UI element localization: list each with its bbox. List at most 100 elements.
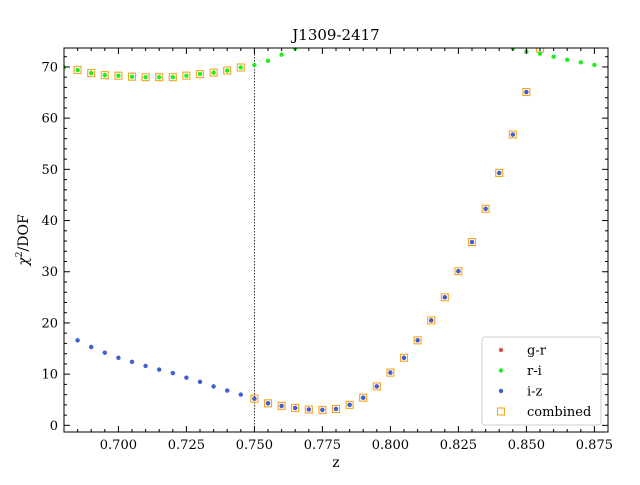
y-tick-label: 70 <box>41 60 58 75</box>
x-axis-label: z <box>332 455 339 471</box>
y-axis-label-dof: /DOF <box>16 214 32 251</box>
data-point-combined <box>331 404 341 414</box>
data-point-i-z <box>347 402 352 408</box>
data-point-combined <box>127 72 137 81</box>
data-point-i-z <box>320 407 325 413</box>
data-point-i-z <box>238 392 243 397</box>
data-point-r-i <box>265 58 271 63</box>
data-point-combined <box>359 393 368 402</box>
data-point-combined <box>318 405 327 415</box>
data-point-combined <box>427 316 436 325</box>
data-point-i-z <box>75 338 80 343</box>
data-point-combined <box>223 66 232 75</box>
data-point-combined <box>345 400 354 409</box>
data-point-r-i <box>592 62 597 68</box>
data-point-i-z <box>361 395 366 400</box>
data-point-combined <box>386 368 395 377</box>
data-point-i-z <box>442 295 447 300</box>
series-r-i <box>64 48 597 80</box>
data-point-r-i <box>551 54 556 59</box>
data-point-i-z <box>333 406 339 412</box>
data-point-i-z <box>225 388 230 393</box>
x-tick-label: 0.875 <box>576 438 613 453</box>
data-point-i-z <box>102 350 108 355</box>
data-point-r-i <box>89 70 94 76</box>
y-tick-label: 10 <box>41 368 58 383</box>
data-point-combined <box>454 267 463 276</box>
data-point-i-z <box>116 355 121 360</box>
data-point-i-z <box>184 375 189 380</box>
data-point-i-z <box>211 384 216 389</box>
data-point-r-i <box>197 71 203 77</box>
data-point-combined <box>522 87 531 97</box>
data-point-i-z <box>143 363 148 369</box>
legend-marker-combined <box>496 407 506 416</box>
data-point-r-i <box>129 74 135 79</box>
data-point-i-z <box>89 344 94 350</box>
data-point-i-z <box>197 379 203 385</box>
data-point-combined <box>413 336 422 345</box>
data-point-i-z <box>497 170 502 176</box>
legend-marker-i-z <box>498 388 504 394</box>
data-point-combined <box>467 237 477 247</box>
data-point-combined <box>481 204 490 213</box>
data-point-combined <box>209 68 218 77</box>
data-point-r-i <box>170 74 175 80</box>
y-tick-label: 0 <box>50 419 58 434</box>
data-point-combined <box>100 71 109 80</box>
data-point-r-i <box>279 52 284 57</box>
series-i-z <box>75 89 529 413</box>
data-point-combined <box>250 394 259 403</box>
data-point-combined <box>399 353 409 362</box>
data-point-i-z <box>429 318 434 323</box>
x-tick-label: 0.725 <box>168 438 205 453</box>
legend-marker-r-i <box>498 368 504 373</box>
data-point-combined <box>236 63 245 72</box>
axis-ticks-layer <box>63 48 609 432</box>
data-point-i-z <box>374 384 379 389</box>
data-point-i-z <box>279 403 284 409</box>
y-axis-label-chi: χ <box>16 256 32 267</box>
legend-marker-g-r <box>498 347 504 353</box>
y-tick-label: 40 <box>41 214 58 229</box>
data-point-i-z <box>129 359 135 365</box>
data-point-combined <box>263 399 273 408</box>
x-tick-label: 0.775 <box>304 438 341 453</box>
data-point-r-i <box>143 74 148 80</box>
data-point-i-z <box>456 269 461 274</box>
data-point-r-i <box>238 65 243 70</box>
data-point-combined <box>73 65 82 75</box>
data-point-i-z <box>401 355 407 360</box>
legend-label-g-r: g-r <box>527 344 547 359</box>
data-point-i-z <box>157 367 162 372</box>
legend-label-r-i: r-i <box>527 364 542 379</box>
data-point-i-z <box>293 405 298 411</box>
data-point-i-z <box>524 89 529 95</box>
data-point-combined <box>195 70 205 79</box>
y-tick-label: 60 <box>41 112 58 127</box>
data-point-combined <box>304 405 313 414</box>
data-point-i-z <box>265 401 271 406</box>
data-point-r-i <box>225 68 230 73</box>
data-point-i-z <box>306 407 311 412</box>
data-point-r-i <box>578 60 583 65</box>
y-tick-label: 50 <box>41 163 58 178</box>
series-combined <box>73 48 545 415</box>
data-point-combined <box>440 293 449 302</box>
y-tick-label: 20 <box>41 316 58 331</box>
data-point-r-i <box>537 51 543 56</box>
data-point-combined <box>87 69 96 78</box>
data-point-r-i <box>157 74 162 80</box>
data-point-i-z <box>170 370 175 376</box>
data-point-r-i <box>184 73 189 78</box>
data-point-r-i <box>64 65 67 70</box>
legend-box <box>481 336 602 426</box>
data-point-i-z <box>469 239 475 245</box>
data-point-combined <box>114 71 123 80</box>
data-point-combined <box>182 71 191 80</box>
data-point-r-i <box>211 70 216 75</box>
legend-label-combined: combined <box>527 405 591 420</box>
x-tick-label: 0.750 <box>236 438 273 453</box>
